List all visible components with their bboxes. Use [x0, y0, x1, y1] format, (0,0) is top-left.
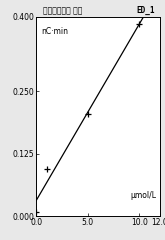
- Text: nC·min: nC·min: [41, 27, 68, 36]
- Text: μmol/L: μmol/L: [130, 191, 156, 200]
- Point: [138, 22, 141, 26]
- Text: 汰氰酰氯化物 外标: 汰氰酰氯化物 外标: [43, 6, 82, 15]
- Point: [35, 210, 38, 214]
- Text: ED_1: ED_1: [136, 6, 154, 15]
- Point: [45, 167, 48, 171]
- Point: [86, 112, 89, 116]
